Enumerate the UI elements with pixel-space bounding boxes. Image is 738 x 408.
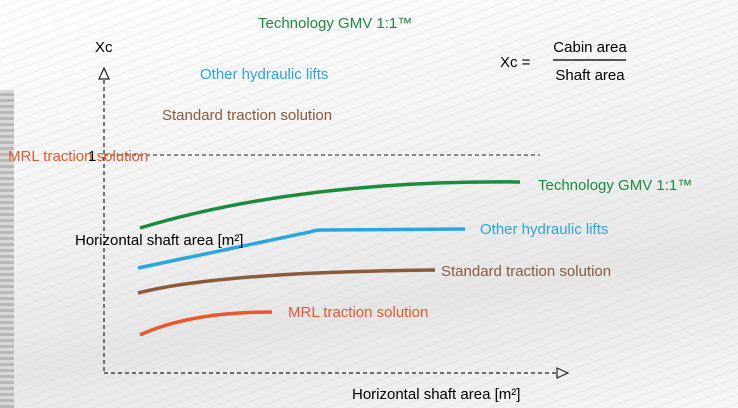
curve-label: MRL traction solution [288,304,428,321]
formula-numerator: Cabin area [553,39,627,56]
x-axis-label: Horizontal shaft area [m²] [352,386,520,403]
inner-label: Horizontal shaft area [m²] [75,232,243,249]
diagram: Technology GMV 1:1™ Xc Xc = Cabin area S… [0,0,738,408]
legend-item: Other hydraulic lifts [200,66,328,83]
title: Technology GMV 1:1™ [258,15,412,32]
y-axis-label: Xc [95,39,113,56]
x-arrow [557,368,568,378]
curve-gmv [140,182,520,228]
legend-item: Standard traction solution [162,107,332,124]
curve-standard [138,270,435,293]
curve-label: Technology GMV 1:1™ [538,177,692,194]
y-arrow [99,68,109,79]
curve-label: Standard traction solution [441,263,611,280]
formula-lhs: Xc = [500,54,531,71]
legend-item: MRL traction solution [8,148,148,165]
curve-label: Other hydraulic lifts [480,221,608,238]
page: Technology GMV 1:1™ Xc Xc = Cabin area S… [0,0,738,408]
curve-mrl [140,312,272,335]
formula-denominator: Shaft area [555,67,625,84]
y-tick-label: 1 [88,148,96,165]
